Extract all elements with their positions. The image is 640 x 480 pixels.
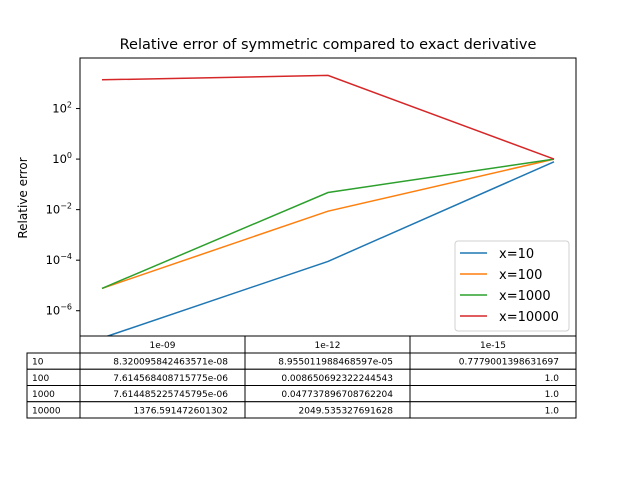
table-row-header: 10000 bbox=[32, 406, 61, 416]
series-line-x-10000 bbox=[101, 74, 555, 160]
table-cell-value: 7.614568408715775e-06 bbox=[113, 374, 228, 384]
y-tick-label: 100 bbox=[52, 151, 72, 166]
table-cell-value: 1376.591472601302 bbox=[134, 406, 228, 416]
series-layer bbox=[101, 74, 555, 339]
series-line-x-10 bbox=[101, 161, 555, 339]
table-cell-value: 8.955011988468597e-05 bbox=[278, 358, 393, 368]
y-ticks: 102 100 10−2 10−4 10−6 bbox=[46, 101, 80, 318]
y-tick-label: 102 bbox=[52, 101, 72, 116]
table-cell-value: 0.047737896708762204 bbox=[281, 390, 393, 400]
table-row-header: 100 bbox=[32, 374, 49, 384]
chart-title: Relative error of symmetric compared to … bbox=[120, 37, 537, 53]
table-cell-value: 1.0 bbox=[545, 406, 560, 416]
series-line-x-1000 bbox=[101, 158, 555, 290]
table-cell-value: 0.7779001398631697 bbox=[459, 358, 559, 368]
y-axis-label: Relative error bbox=[16, 157, 30, 238]
data-table: 1e-09 1e-12 1e-15 10 8.320095842463571e-08 8.… bbox=[26, 335, 577, 419]
table-col-header: 1e-15 bbox=[480, 341, 506, 351]
legend-box bbox=[454, 240, 570, 332]
series-line-x-100 bbox=[101, 158, 555, 290]
y-tick-label: 10−2 bbox=[46, 202, 72, 217]
table-cell-value: 1.0 bbox=[545, 390, 560, 400]
table-row-header: 10 bbox=[32, 358, 44, 368]
table-cell bbox=[409, 401, 577, 419]
table-cell-value: 2049.535327691628 bbox=[299, 406, 394, 416]
table-cell-value: 1.0 bbox=[545, 374, 560, 384]
y-tick-label: 10−6 bbox=[46, 303, 72, 318]
table-cell-value: 0.008650692322244543 bbox=[281, 374, 393, 384]
table-cell-value: 7.614485225745795e-06 bbox=[113, 390, 228, 400]
legend-label: x=1000 bbox=[499, 289, 551, 304]
table-col-header: 1e-09 bbox=[150, 341, 176, 351]
y-tick-label: 10−4 bbox=[46, 252, 72, 267]
legend-label: x=100 bbox=[499, 268, 542, 283]
table-cell-value: 8.320095842463571e-08 bbox=[113, 358, 228, 368]
table-col-header: 1e-12 bbox=[315, 341, 341, 351]
legend-label: x=10000 bbox=[499, 310, 559, 325]
table-row-header: 1000 bbox=[32, 390, 55, 400]
legend-label: x=10 bbox=[499, 247, 534, 262]
legend: x=10 x=100 x=1000 x=10000 bbox=[454, 240, 570, 332]
